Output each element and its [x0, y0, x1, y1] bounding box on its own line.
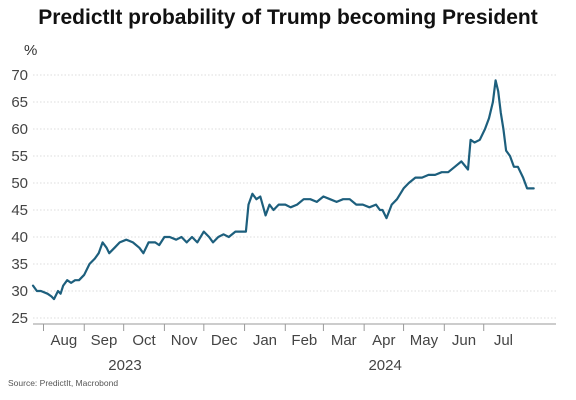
- x-tick-label-feb: Feb: [291, 332, 317, 349]
- x-tick-label-dec: Dec: [211, 332, 238, 349]
- y-tick-label-70: 70: [11, 67, 28, 84]
- gridlines: [33, 74, 556, 319]
- y-tick-label-45: 45: [11, 202, 28, 219]
- y-tick-label-35: 35: [11, 256, 28, 273]
- chart-title: PredictIt probability of Trump becoming …: [38, 6, 538, 29]
- y-axis-unit-label: %: [24, 42, 38, 59]
- x-tick-label-may: May: [410, 332, 439, 349]
- x-tick-label-oct: Oct: [132, 332, 156, 349]
- x-tick-label-sep: Sep: [91, 332, 118, 349]
- x-year-label-2024: 2024: [368, 357, 401, 374]
- x-tick-label-apr: Apr: [372, 332, 395, 349]
- y-tick-label-50: 50: [11, 175, 28, 192]
- y-tick-label-60: 60: [11, 121, 28, 138]
- y-tick-label-30: 30: [11, 283, 28, 300]
- x-tick-label-aug: Aug: [51, 332, 78, 349]
- x-tick-label-jun: Jun: [452, 332, 476, 349]
- series-line-trump-probability: [31, 79, 535, 301]
- axis-labels: 25 30 35 40 45 50 55 60 65 70 Aug Sep Oct Nov Dec Jan Fe…: [11, 67, 556, 374]
- source-note: Source: PredictIt, Macrobond: [8, 378, 119, 388]
- x-year-label-2023: 2023: [108, 357, 141, 374]
- x-tick-label-mar: Mar: [331, 332, 357, 349]
- y-tick-label-25: 25: [11, 310, 28, 327]
- y-tick-label-65: 65: [11, 94, 28, 111]
- x-tick-label-nov: Nov: [171, 332, 198, 349]
- x-tick-label-jul: Jul: [494, 332, 513, 349]
- x-tick-label-jan: Jan: [253, 332, 277, 349]
- y-tick-label-55: 55: [11, 148, 28, 165]
- y-tick-label-40: 40: [11, 229, 28, 246]
